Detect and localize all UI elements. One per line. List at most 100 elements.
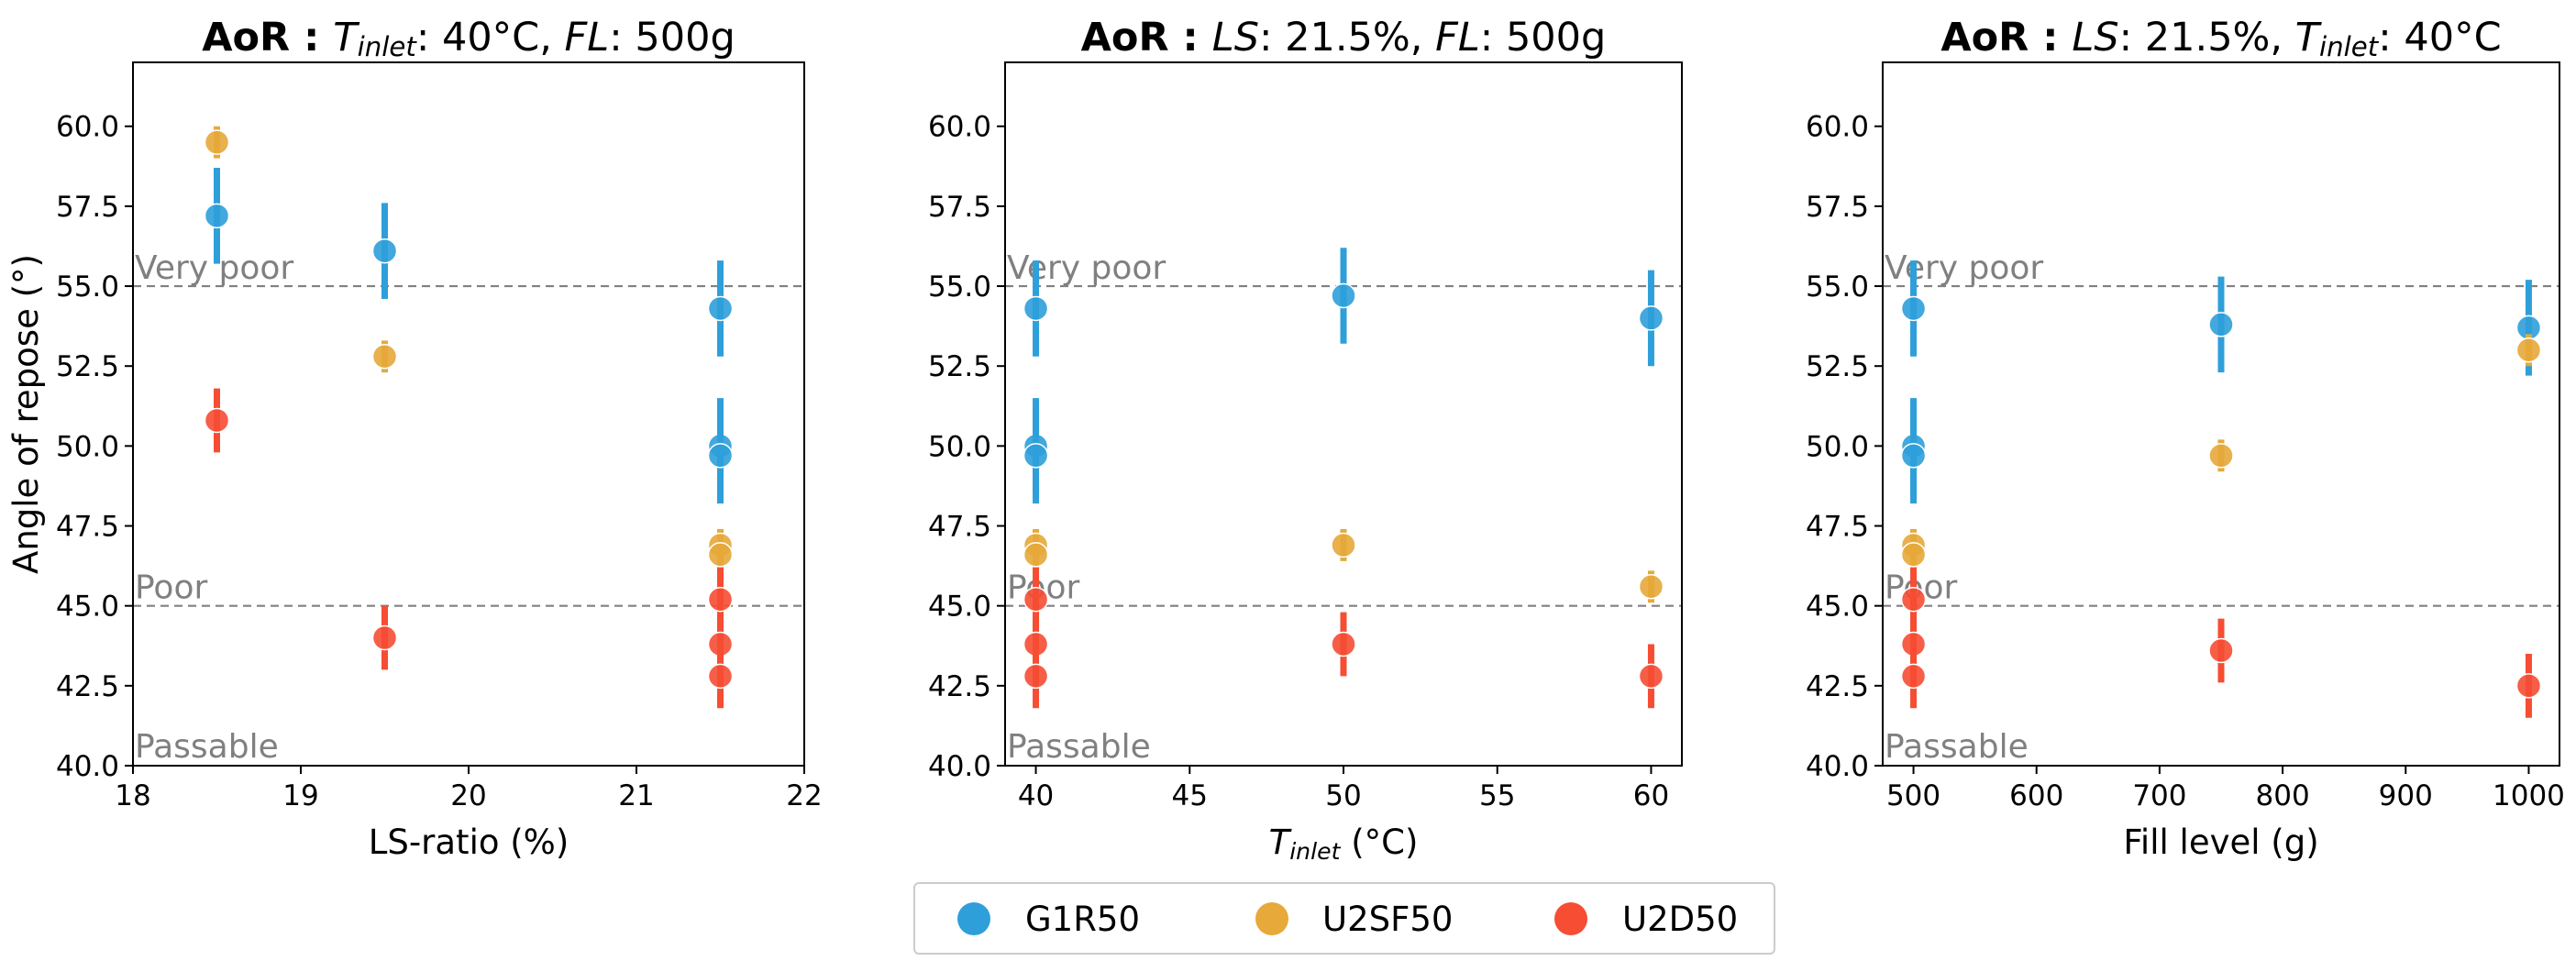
- x-tick-label: 21: [618, 779, 654, 812]
- y-tick-label: 55.0: [1806, 271, 1869, 304]
- data-point-U2D50-0: [1900, 586, 1927, 613]
- data-point-U2D50-0: [204, 407, 230, 434]
- x-tick-label: 700: [2132, 779, 2186, 812]
- y-tick-label: 60.0: [1806, 111, 1869, 144]
- legend-item-U2SF50: U2SF50: [1255, 900, 1453, 939]
- panel-title: AoR : LS: 21.5%, Tinlet: 40°C: [1940, 15, 2501, 62]
- y-tick-label: 57.5: [1806, 191, 1869, 224]
- panel-title-part: FL: [565, 15, 610, 61]
- panel-title-part: : 500g: [1480, 15, 1607, 61]
- series-U2SF50: [204, 126, 734, 571]
- axes-frame: [1882, 61, 2560, 767]
- y-tick-label: 42.5: [56, 670, 119, 703]
- legend-marker-U2D50: [1554, 902, 1587, 935]
- data-point-U2D50-3: [2208, 637, 2234, 664]
- data-point-U2SF50-1: [1023, 542, 1049, 568]
- x-tick-label: 800: [2256, 779, 2310, 812]
- legend-label-G1R50: G1R50: [1025, 900, 1140, 939]
- x-axis-label-part: LS-ratio (%): [369, 823, 569, 862]
- y-tick-label: 50.0: [928, 430, 991, 463]
- data-point-G1R50-1: [371, 237, 398, 264]
- panel-title-bold: AoR :: [1940, 15, 2072, 61]
- y-tick-label: 45.0: [1806, 591, 1869, 624]
- y-tick-label: 60.0: [928, 111, 991, 144]
- y-tick-label: 40.0: [928, 750, 991, 783]
- x-axis-label-part: T: [1269, 823, 1292, 862]
- legend-marker-U2SF50: [1255, 902, 1288, 935]
- panel-title-part: inlet: [358, 31, 418, 62]
- data-point-G1R50-0: [1023, 295, 1049, 322]
- zone-label: Very poor: [1885, 249, 2043, 287]
- panel-title-part: : 40°C: [2378, 15, 2501, 61]
- y-tick-label: 45.0: [928, 591, 991, 624]
- legend-item-U2D50: U2D50: [1554, 900, 1738, 939]
- panel-title-bold: AoR :: [202, 15, 333, 61]
- series-U2D50: [1900, 567, 2542, 718]
- legend-label-U2D50: U2D50: [1622, 900, 1738, 939]
- data-point-G1R50-3: [2208, 312, 2234, 337]
- y-tick-label: 47.5: [56, 511, 119, 544]
- y-tick-label: 52.5: [1806, 350, 1869, 383]
- zone-label-passable: Passable: [1007, 728, 1151, 766]
- zone-label: Poor: [135, 569, 207, 607]
- data-point-U2SF50-2: [1331, 532, 1356, 558]
- data-point-U2SF50-1: [1900, 542, 1927, 568]
- legend-item-G1R50: G1R50: [957, 900, 1140, 939]
- panel-title-part: : 500g: [609, 15, 735, 61]
- data-point-U2SF50-1: [371, 343, 398, 370]
- y-tick-label: 45.0: [56, 591, 119, 624]
- x-axis-label: Tinlet (°C): [1269, 823, 1419, 865]
- series-G1R50: [1900, 260, 2542, 504]
- data-point-U2D50-2: [1023, 663, 1049, 690]
- x-axis-label-part: inlet: [1289, 838, 1341, 865]
- data-point-U2D50-2: [1900, 663, 1927, 690]
- x-tick-label: 19: [282, 779, 318, 812]
- y-axis-label: Angle of repose (°): [6, 254, 46, 574]
- series-G1R50: [1023, 248, 1664, 504]
- zone-label-passable: Passable: [1885, 728, 2029, 766]
- y-tick-label: 50.0: [56, 430, 119, 463]
- axes-frame: [132, 61, 805, 767]
- y-tick-label: 40.0: [56, 750, 119, 783]
- panel-title-part: : 21.5%,: [1259, 15, 1435, 61]
- panel-title-part: T: [333, 15, 360, 61]
- x-tick-label: 1000: [2493, 779, 2565, 812]
- data-point-G1R50-0: [1900, 295, 1927, 322]
- x-tick-label: 45: [1172, 779, 1208, 812]
- data-point-U2SF50-2: [2208, 443, 2234, 469]
- y-tick-label: 50.0: [1806, 430, 1869, 463]
- x-tick-label: 50: [1325, 779, 1361, 812]
- panel-title: AoR : LS: 21.5%, FL: 500g: [1081, 15, 1607, 61]
- y-tick-label: 57.5: [56, 191, 119, 224]
- y-tick-label: 55.0: [928, 271, 991, 304]
- data-point-U2SF50-3: [1638, 574, 1664, 600]
- data-point-G1R50-0: [204, 203, 230, 229]
- x-tick-label: 18: [115, 779, 150, 812]
- data-point-U2D50-3: [1331, 631, 1356, 657]
- panel-title: AoR : Tinlet: 40°C, FL: 500g: [202, 15, 735, 62]
- y-tick-label: 47.5: [928, 511, 991, 544]
- series-G1R50: [204, 168, 734, 504]
- series-U2D50: [204, 388, 734, 709]
- panel-title-part: : 40°C,: [416, 15, 565, 61]
- x-tick-label: 22: [786, 779, 822, 812]
- x-tick-label: 20: [450, 779, 486, 812]
- panel-title-part: inlet: [2319, 31, 2380, 62]
- y-tick-label: 40.0: [1806, 750, 1869, 783]
- x-tick-label: 60: [1633, 779, 1669, 812]
- data-point-U2D50-1: [371, 624, 398, 651]
- y-tick-label: 52.5: [56, 350, 119, 383]
- y-tick-label: 55.0: [56, 271, 119, 304]
- data-point-G1R50-2: [1900, 443, 1927, 469]
- y-tick-label: 42.5: [1806, 670, 1869, 703]
- x-axis-label-part: (°C): [1340, 823, 1418, 862]
- y-tick-label: 60.0: [56, 111, 119, 144]
- y-tick-label: 57.5: [928, 191, 991, 224]
- panels: Very poor Poor Passable 18 19 20 21 22 40.0 42.5 4…: [6, 15, 2565, 865]
- data-point-G1R50-4: [1638, 305, 1664, 331]
- series-U2SF50: [1900, 334, 2542, 571]
- y-tick-label: 47.5: [1806, 511, 1869, 544]
- panel-title-part: LS: [2072, 15, 2118, 61]
